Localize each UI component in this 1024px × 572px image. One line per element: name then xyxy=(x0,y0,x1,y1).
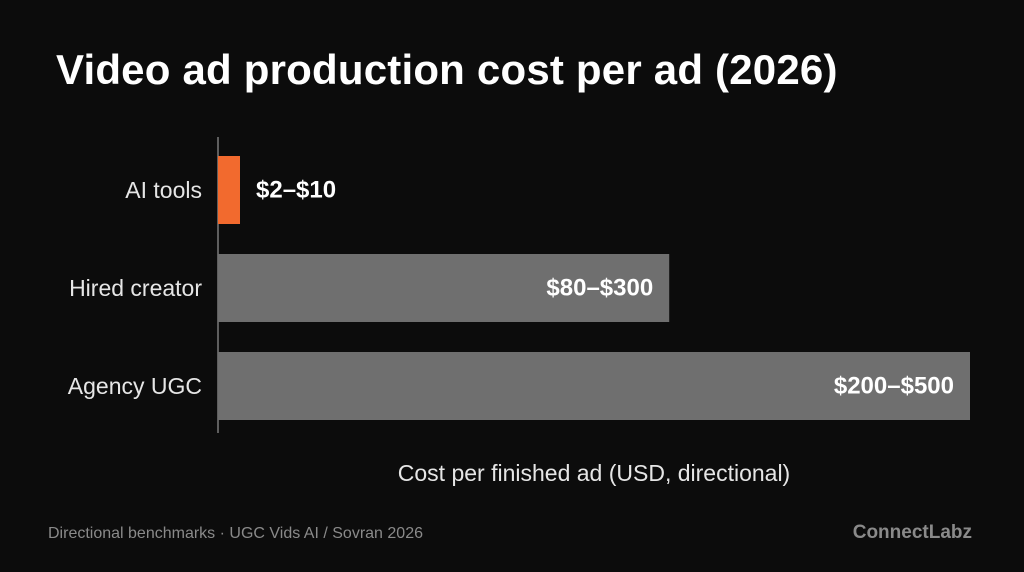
data-label: $80–$300 xyxy=(546,275,653,302)
chart-title: Video ad production cost per ad (2026) xyxy=(56,46,838,93)
data-label: $200–$500 xyxy=(834,373,954,400)
x-axis-label: Cost per finished ad (USD, directional) xyxy=(397,460,791,486)
category-label: Agency UGC xyxy=(68,373,202,399)
bar-ai-tools xyxy=(218,156,240,224)
bar-hired-creator xyxy=(218,254,670,322)
category-label: Hired creator xyxy=(69,275,202,301)
source-note: Directional benchmarks · UGC Vids AI / S… xyxy=(48,525,423,542)
bar-agency-ugc xyxy=(218,352,970,420)
category-label: AI tools xyxy=(125,177,202,203)
data-label: $2–$10 xyxy=(256,177,336,204)
brand-logo-text: ConnectLabz xyxy=(852,522,972,543)
